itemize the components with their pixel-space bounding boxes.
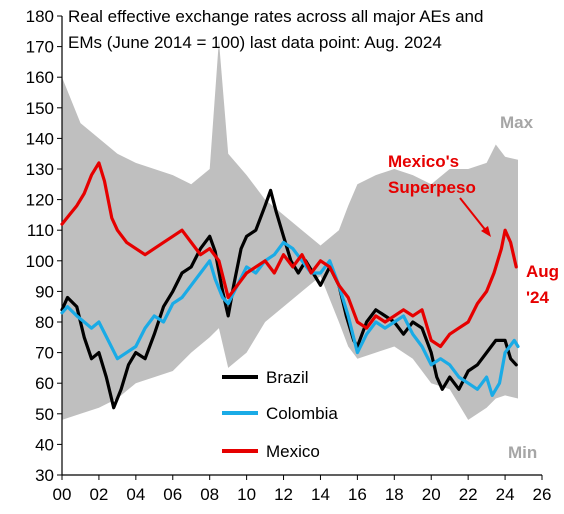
y-tick-label: 110 xyxy=(27,221,54,240)
legend-label-brazil: Brazil xyxy=(266,368,309,387)
chart-text: Real effective exchange rates across all… xyxy=(68,7,559,462)
superpeso-arrowhead xyxy=(481,226,491,237)
band-max-label: Max xyxy=(500,113,534,132)
min-max-band xyxy=(62,40,518,420)
y-tick-label: 120 xyxy=(26,191,54,210)
y-tick-label: 70 xyxy=(35,344,54,363)
series-line-colombia xyxy=(60,240,520,397)
x-tick-label: 20 xyxy=(422,485,441,504)
chart-title-line-2: EMs (June 2014 = 100) last data point: A… xyxy=(68,33,442,52)
x-tick-label: 08 xyxy=(200,485,219,504)
legend: Brazil Colombia Mexico xyxy=(222,368,338,461)
y-tick-label: 180 xyxy=(26,7,54,26)
x-tick-label: 00 xyxy=(53,485,72,504)
x-tick-label: 04 xyxy=(126,485,145,504)
chart-title-line-1: Real effective exchange rates across all… xyxy=(68,7,483,26)
superpeso-arrow xyxy=(459,197,488,233)
aug24-annotation-line-2: '24 xyxy=(526,288,549,307)
y-tick-label: 40 xyxy=(35,435,54,454)
x-tick-label: 12 xyxy=(274,485,293,504)
series-lines xyxy=(60,161,520,410)
band-min-label: Min xyxy=(508,443,537,462)
x-tick-label: 02 xyxy=(89,485,108,504)
superpeso-annotation-line-2: Superpeso xyxy=(388,178,476,197)
y-tick-label: 90 xyxy=(35,282,54,301)
x-tick-label: 22 xyxy=(459,485,478,504)
series-line-brazil xyxy=(60,188,518,410)
y-tick-label: 150 xyxy=(26,99,54,118)
y-tick-label: 30 xyxy=(35,466,54,485)
y-tick-label: 160 xyxy=(26,68,54,87)
x-tick-label: 16 xyxy=(348,485,367,504)
x-tick-label: 10 xyxy=(237,485,256,504)
y-tick-label: 60 xyxy=(35,374,54,393)
x-tick-label: 14 xyxy=(311,485,330,504)
series-line-mexico xyxy=(60,161,518,349)
y-tick-label: 140 xyxy=(26,129,54,148)
band-area xyxy=(62,40,518,420)
y-tick-label: 130 xyxy=(26,160,54,179)
aug24-annotation-line-1: Aug xyxy=(526,262,559,281)
legend-label-colombia: Colombia xyxy=(266,404,338,423)
x-tick-label: 26 xyxy=(533,485,552,504)
x-tick-label: 06 xyxy=(163,485,182,504)
legend-label-mexico: Mexico xyxy=(266,442,320,461)
y-tick-label: 80 xyxy=(35,313,54,332)
y-tick-label: 100 xyxy=(26,252,54,271)
superpeso-annotation-line-1: Mexico's xyxy=(388,152,459,171)
x-tick-label: 18 xyxy=(385,485,404,504)
x-tick-label: 24 xyxy=(496,485,515,504)
y-tick-label: 50 xyxy=(35,405,54,424)
axes: 30 40 50 60 70 80 90 100 110 120 130 140 150 160 170 18… xyxy=(26,7,552,504)
y-tick-label: 170 xyxy=(26,38,54,57)
